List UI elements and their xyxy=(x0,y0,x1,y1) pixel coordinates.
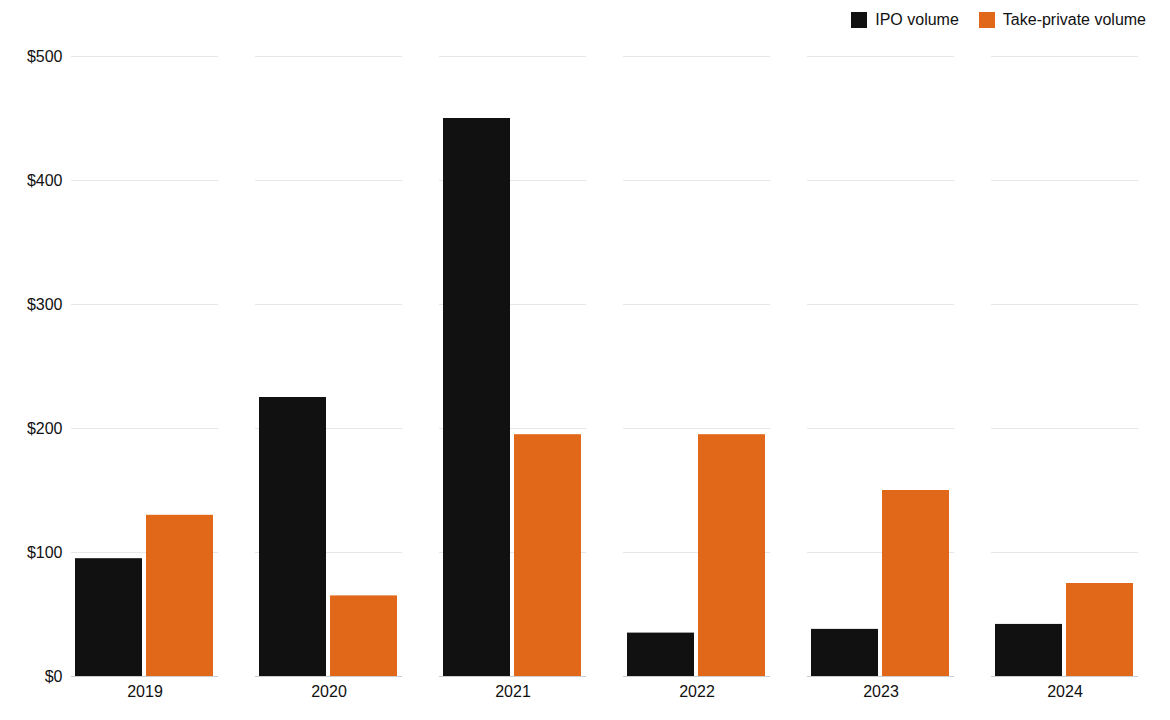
svg-text:$0: $0 xyxy=(45,668,63,685)
html-text:Take-private volume: Take-private volume xyxy=(1002,11,1146,28)
html-text:IPO volume: IPO volume xyxy=(875,11,959,28)
svg-text:$500: $500 xyxy=(27,48,63,65)
svg-text:$400: $400 xyxy=(27,172,63,189)
svg-text:2021: 2021 xyxy=(495,683,531,700)
svg-text:$200: $200 xyxy=(27,420,63,437)
svg-text:2020: 2020 xyxy=(311,683,347,700)
svg-text:2024: 2024 xyxy=(1047,683,1083,700)
svg-text:2019: 2019 xyxy=(127,683,163,700)
svg-text:$100: $100 xyxy=(27,544,63,561)
svg-text:2023: 2023 xyxy=(863,683,899,700)
svg-text:$300: $300 xyxy=(27,296,63,313)
svg-text:2022: 2022 xyxy=(679,683,715,700)
